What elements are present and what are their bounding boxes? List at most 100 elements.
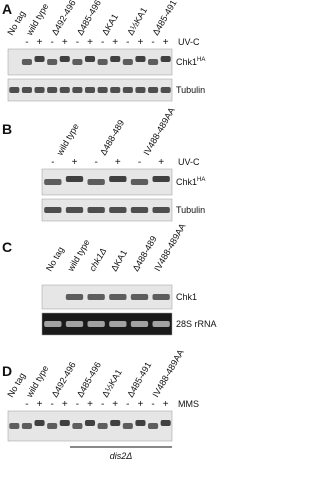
- band: [110, 87, 121, 93]
- blot-label: Tubulin: [176, 205, 205, 215]
- treatment-sign: -: [50, 37, 53, 48]
- treatment-sign: +: [158, 157, 164, 168]
- lane-label: No tag: [44, 245, 66, 273]
- treatment-sign: +: [62, 399, 68, 410]
- band: [34, 56, 45, 62]
- band: [59, 56, 70, 62]
- lane-label: Δ485-491: [150, 0, 178, 37]
- lane-label: Δ485-496: [75, 0, 103, 37]
- band: [34, 87, 45, 93]
- treatment-sign: +: [87, 37, 93, 48]
- band: [148, 423, 159, 429]
- treatment-sign: +: [163, 399, 169, 410]
- band: [160, 56, 171, 62]
- treatment-label: UV-C: [178, 157, 200, 167]
- band: [65, 321, 84, 327]
- band: [110, 56, 121, 62]
- band: [44, 321, 62, 327]
- band: [84, 420, 96, 426]
- band: [152, 207, 170, 213]
- treatment-sign: -: [25, 399, 28, 410]
- lane-label: wild type: [24, 2, 51, 38]
- band: [21, 423, 32, 429]
- band: [87, 179, 105, 185]
- band: [130, 179, 149, 185]
- blot-label-text: Chk1: [176, 57, 197, 67]
- treatment-sign: -: [151, 399, 154, 410]
- treatment-sign: -: [101, 37, 104, 48]
- band: [160, 420, 171, 426]
- blot-label-text: Chk1: [176, 292, 197, 302]
- treatment-sign: +: [87, 399, 93, 410]
- band: [130, 294, 149, 300]
- lane-label: wild type: [54, 122, 81, 158]
- lane-label: chk1Δ: [87, 246, 108, 273]
- band: [59, 87, 70, 93]
- treatment-sign: -: [126, 399, 129, 410]
- treatment-sign: -: [50, 399, 53, 410]
- band: [34, 420, 45, 426]
- blot-label: 28S rRNA: [176, 319, 217, 329]
- band: [135, 87, 146, 93]
- band: [9, 423, 20, 429]
- treatment-sign: +: [112, 37, 118, 48]
- treatment-sign: -: [126, 37, 129, 48]
- band: [97, 87, 108, 93]
- band: [72, 87, 83, 93]
- panel-label: C: [2, 239, 12, 255]
- treatment-sign: +: [72, 157, 78, 168]
- blot-label-text: Chk1: [176, 177, 197, 187]
- genotype-label: dis2Δ: [110, 451, 133, 461]
- lane-label: ΔKA1: [100, 12, 120, 37]
- band: [152, 321, 170, 327]
- band: [21, 87, 32, 93]
- band: [148, 87, 159, 93]
- band: [110, 420, 121, 426]
- treatment-sign: +: [62, 37, 68, 48]
- band: [135, 56, 146, 62]
- band: [87, 294, 105, 300]
- blot-label: Chk1: [176, 292, 197, 302]
- band: [109, 176, 127, 182]
- treatment-sign: -: [25, 37, 28, 48]
- lane-label: Δ485-496: [75, 360, 103, 399]
- lane-label: Δ492-496: [50, 0, 78, 37]
- band: [84, 56, 96, 62]
- band: [65, 176, 84, 182]
- treatment-sign: -: [76, 37, 79, 48]
- treatment-sign: +: [163, 37, 169, 48]
- band: [97, 59, 108, 65]
- band: [9, 87, 20, 93]
- treatment-sign: +: [115, 157, 121, 168]
- treatment-sign: +: [112, 399, 118, 410]
- band: [122, 59, 133, 65]
- lane-label: ΔKA1: [109, 248, 129, 273]
- panel-label: B: [2, 121, 12, 137]
- treatment-label: UV-C: [178, 37, 200, 47]
- band: [109, 321, 127, 327]
- treatment-label: MMS: [178, 399, 199, 409]
- band: [152, 294, 170, 300]
- lane-label: Δ485-491: [125, 360, 153, 399]
- panel-label: D: [2, 363, 12, 379]
- band: [87, 321, 105, 327]
- blot: [41, 284, 173, 310]
- treatment-sign: -: [151, 37, 154, 48]
- band: [109, 294, 127, 300]
- band: [47, 423, 58, 429]
- blot-label-sup: HA: [197, 177, 205, 183]
- treatment-sign: +: [138, 37, 144, 48]
- blot: [41, 312, 173, 336]
- treatment-sign: +: [138, 399, 144, 410]
- lane-label: IV488-489AA: [152, 222, 187, 273]
- band: [59, 420, 70, 426]
- band: [130, 321, 149, 327]
- band: [72, 423, 83, 429]
- lane-label: Δ½KA1: [100, 368, 124, 399]
- treatment-sign: -: [76, 399, 79, 410]
- band: [97, 423, 108, 429]
- band: [47, 87, 58, 93]
- band: [152, 176, 170, 182]
- band: [130, 207, 149, 213]
